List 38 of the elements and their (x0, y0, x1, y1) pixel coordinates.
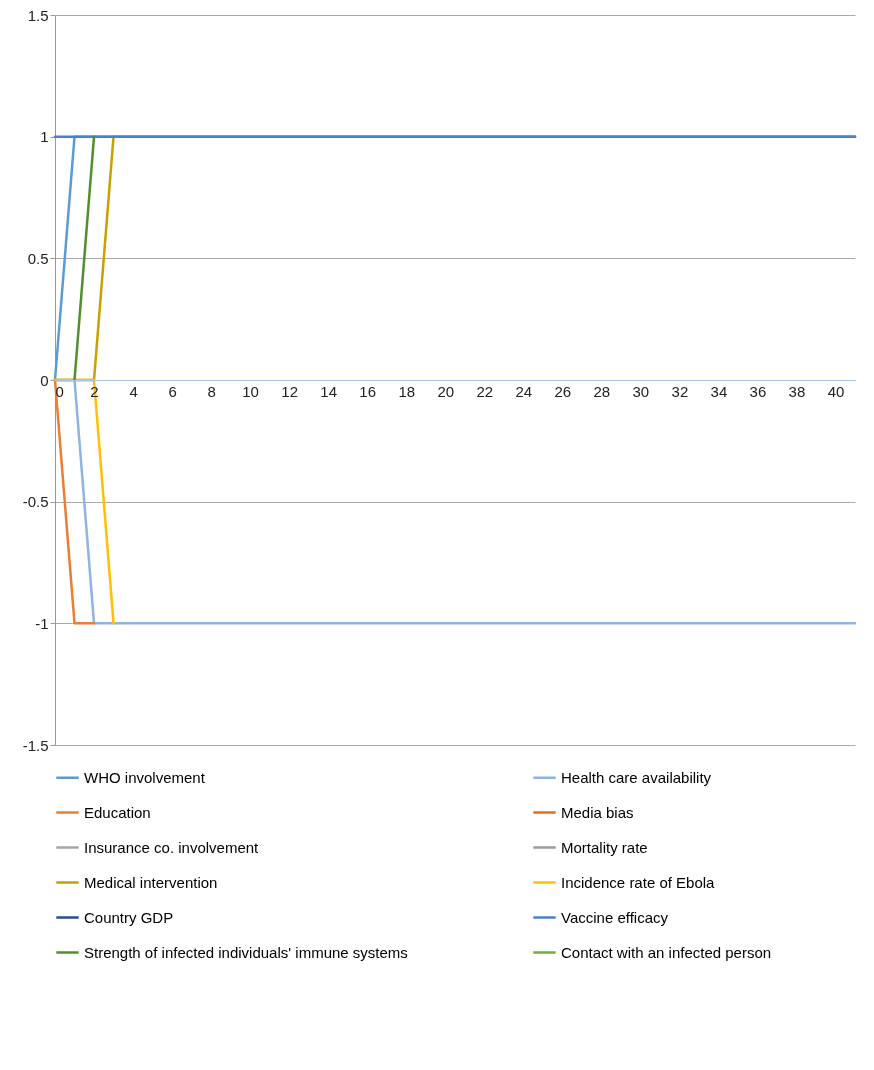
legend-label: Health care availability (561, 768, 712, 786)
legend-label: Strength of infected individuals' immune systems (84, 943, 408, 961)
legend-label: Country GDP (84, 908, 174, 926)
legend-label: WHO involvement (84, 768, 206, 786)
legend-label: Education (84, 803, 151, 821)
legend-label: Media bias (561, 803, 634, 821)
legend-label: Medical intervention (84, 873, 218, 891)
x-tick-label: 32 (671, 382, 689, 400)
x-tick-label: 24 (515, 382, 533, 400)
x-tick-label: 28 (593, 382, 611, 400)
legend-label: Incidence rate of Ebola (561, 873, 716, 891)
y-tick-label: 1 (40, 128, 49, 146)
x-tick-label: 6 (168, 382, 177, 400)
y-tick-label: 0 (40, 371, 49, 389)
x-tick-label: 8 (207, 382, 216, 400)
x-tick-label: 18 (398, 382, 416, 400)
x-tick-label: 12 (281, 382, 298, 400)
x-tick-label: 26 (554, 382, 572, 400)
legend-label: Vaccine efficacy (561, 908, 669, 926)
x-tick-label: 16 (359, 382, 377, 400)
y-tick-label: 0.5 (27, 249, 49, 267)
legend-label: Insurance co. involvement (84, 838, 260, 856)
x-tick-label: 4 (129, 382, 138, 400)
legend-label: Contact with an infected person (561, 943, 772, 961)
x-tick-label: 10 (242, 382, 259, 400)
x-tick-label: 40 (827, 382, 845, 400)
x-tick-label: 14 (320, 382, 338, 400)
x-tick-label: 38 (788, 382, 806, 400)
x-tick-label: 36 (749, 382, 767, 400)
x-tick-label: 22 (476, 382, 494, 400)
x-tick-label: 34 (710, 382, 728, 400)
y-tick-label: -0.5 (22, 493, 49, 511)
x-tick-label: 20 (437, 382, 455, 400)
legend-label: Mortality rate (561, 838, 648, 856)
y-tick-label: 1.5 (27, 6, 49, 24)
y-tick-label: -1.5 (22, 736, 49, 754)
y-tick-label: -1 (35, 614, 49, 632)
x-tick-label: 30 (632, 382, 650, 400)
